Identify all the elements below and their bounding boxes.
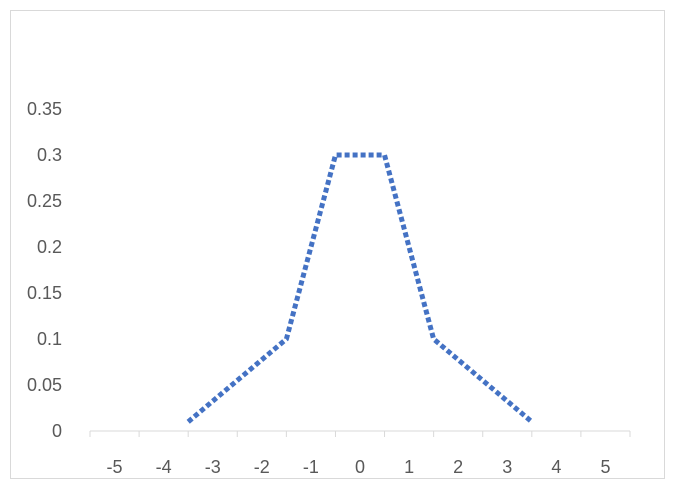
chart-area [10,10,665,479]
plot-area [186,152,534,424]
x-tick-label: 5 [600,457,610,477]
x-tick-label: -1 [303,457,319,477]
y-axis: 0 0.05 0.1 0.15 0.2 0.25 0.3 0.35 [27,99,62,441]
x-tick-label: 4 [551,457,561,477]
y-tick-label: 0.25 [27,191,62,211]
x-tick-label: 3 [502,457,512,477]
x-axis: -5 -4 -3 -2 -1 0 1 2 3 4 5 [89,430,631,477]
y-tick-label: 0 [52,421,62,441]
y-tick-label: 0.2 [37,237,62,257]
x-tick-label: 2 [453,457,463,477]
y-tick-label: 0.05 [27,375,62,395]
x-tick-label: -2 [254,457,270,477]
x-tick-label: 1 [404,457,414,477]
x-tick-label: -4 [156,457,172,477]
y-tick-label: 0.3 [37,145,62,165]
series-line [186,152,534,424]
y-tick-label: 0.35 [27,99,62,119]
y-tick-label: 0.15 [27,283,62,303]
x-tick-label: -3 [205,457,221,477]
y-tick-label: 0.1 [37,329,62,349]
x-tick-label: 0 [355,457,365,477]
x-tick-label: -5 [107,457,123,477]
